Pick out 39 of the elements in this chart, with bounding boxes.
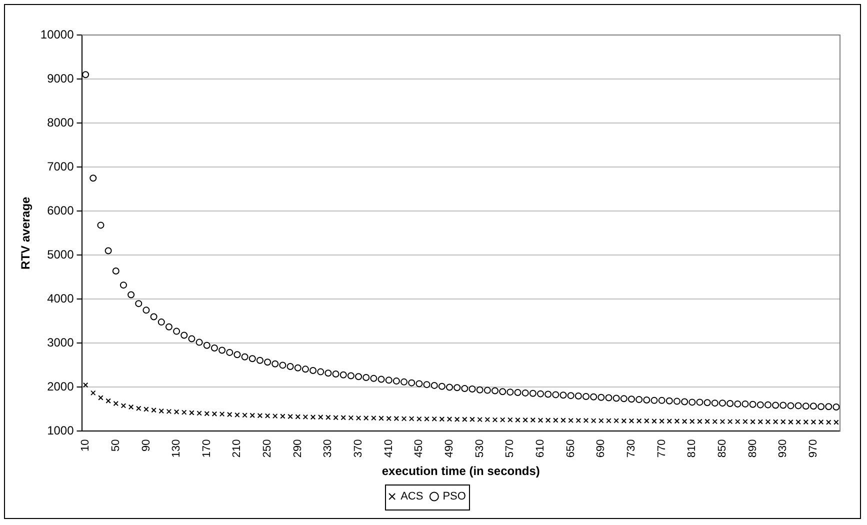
y-axis-title: RTV average [18,196,33,270]
x-tick-label: 850 [716,439,729,458]
x-tick-label: 210 [231,439,244,458]
x-tick-label: 290 [292,439,304,458]
x-tick-label: 490 [444,439,456,458]
x-axis-title: execution time (in seconds) [382,464,540,478]
x-tick-label: 250 [262,439,274,458]
legend-label: ACS [400,490,424,503]
y-tick-label: 5000 [47,247,74,262]
x-tick-label: 50 [110,439,122,452]
y-tick-label: 7000 [47,159,74,174]
x-tick-label: 970 [807,439,820,458]
x-tick-label: 730 [626,439,638,458]
x-tick-label: 330 [322,439,334,458]
x-tick-label: 810 [686,439,698,458]
x-tick-label: 610 [534,439,547,458]
x-tick-label: 570 [504,439,516,458]
y-tick-label: 6000 [47,203,74,218]
x-tick-label: 450 [413,439,426,458]
x-tick-label: 410 [382,439,395,458]
x-tick-label: 770 [656,439,668,458]
x-tick-label: 650 [564,439,577,458]
x-tick-label: 170 [200,439,213,458]
x-tick-label: 90 [140,439,152,452]
x-tick-label: 130 [170,439,183,458]
legend-label: PSO [442,490,466,503]
y-tick-label: 4000 [47,291,74,306]
y-tick-label: 10000 [40,27,74,42]
x-tick-label: 890 [746,439,759,458]
y-tick-label: 9000 [47,71,74,86]
y-tick-label: 1000 [47,424,74,438]
x-tick-label: 10 [80,439,92,452]
y-tick-label: 2000 [47,380,74,394]
y-tick-label: 3000 [47,336,74,350]
x-tick-label: 690 [595,439,608,458]
x-tick-label: 530 [474,439,486,458]
x-tick-label: 370 [352,439,365,458]
y-tick-label: 8000 [47,115,74,130]
x-tick-label: 930 [777,439,790,458]
